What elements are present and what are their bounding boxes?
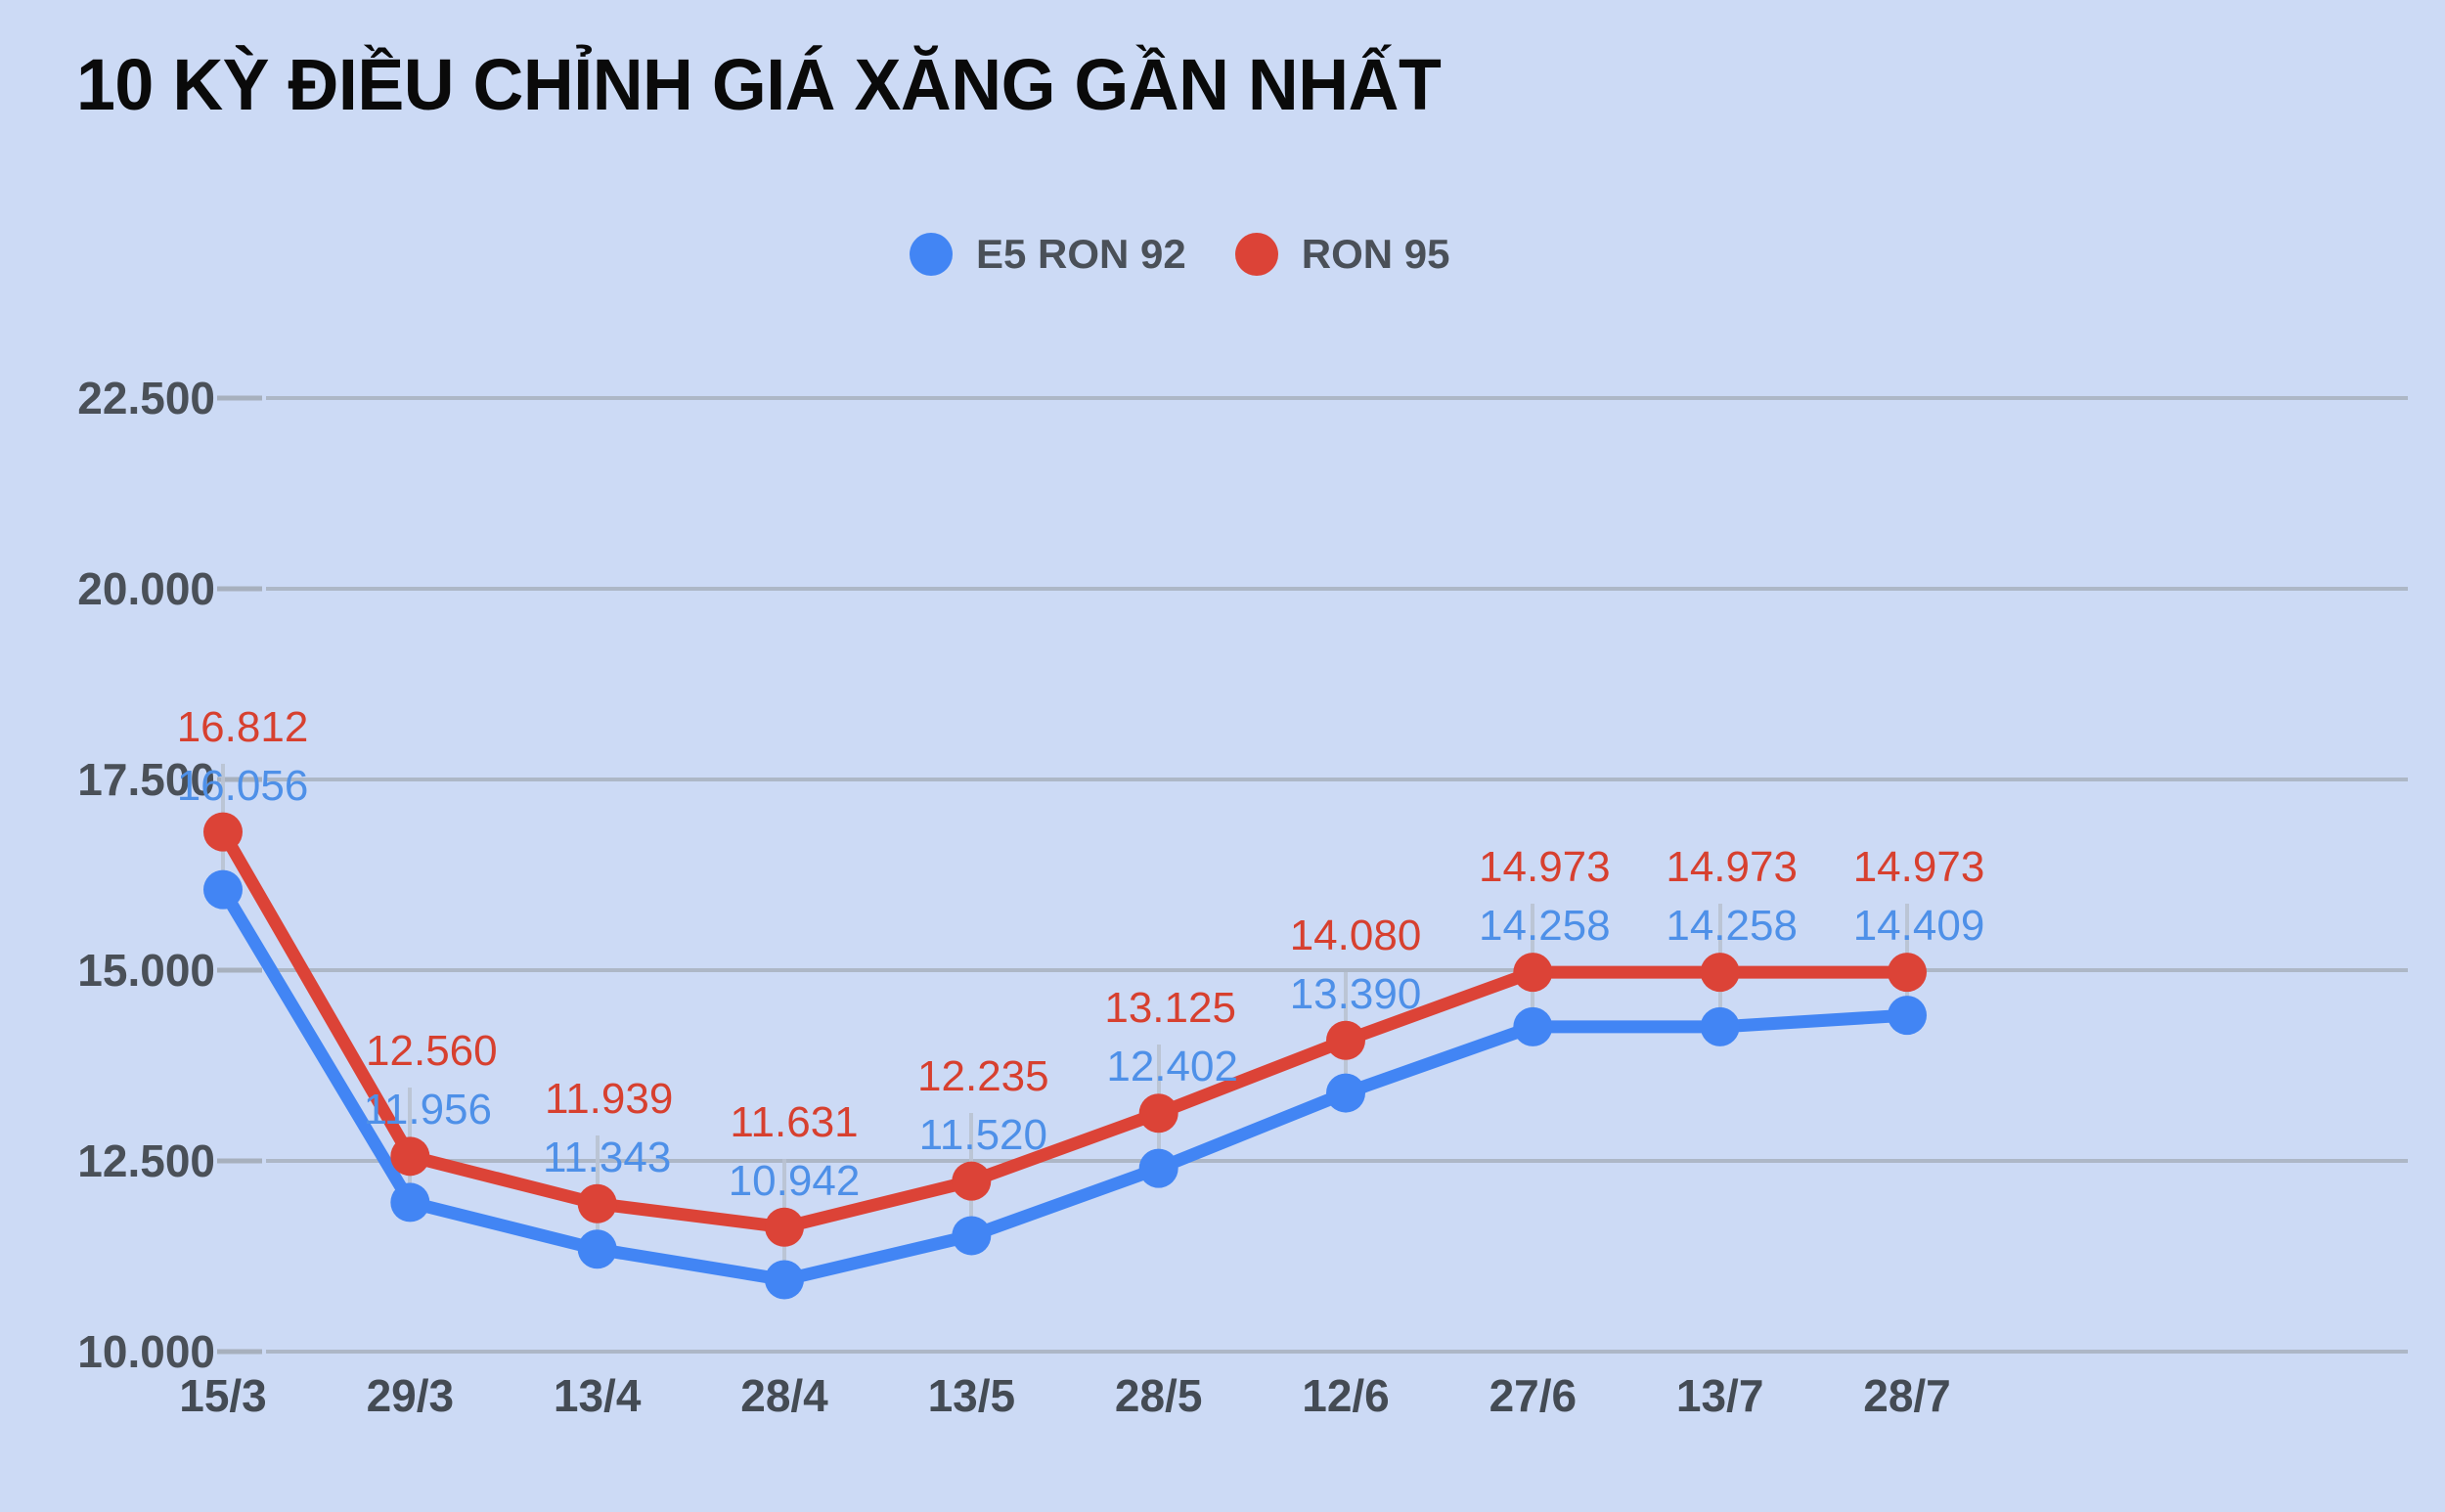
series-line-e5-ron-92 <box>216 883 1914 1287</box>
data-label-e5-ron-92: 11.520 <box>918 1110 1047 1159</box>
y-axis-tick-label: 10.000 <box>77 1326 215 1377</box>
y-axis-tick-label: 12.500 <box>77 1135 215 1186</box>
data-label-ron-95: 14.973 <box>1666 843 1798 892</box>
y-axis-tick-label: 20.000 <box>77 563 215 614</box>
data-point-marker[interactable] <box>952 1161 992 1201</box>
data-point-marker[interactable] <box>577 1183 617 1223</box>
x-axis-tick-label: 29/3 <box>366 1370 455 1421</box>
chart-legend: E5 RON 92 RON 95 <box>910 223 1449 286</box>
y-axis-tick-label: 22.500 <box>77 373 215 423</box>
data-point-marker[interactable] <box>203 869 243 910</box>
page-title: 10 KỲ ĐIỀU CHỈNH GIÁ XĂNG GẦN NHẤT <box>76 44 1442 125</box>
legend-label-ron-95: RON 95 <box>1301 231 1450 277</box>
data-label-e5-ron-92: 14.258 <box>1666 902 1798 951</box>
data-label-e5-ron-92: 13.390 <box>1289 969 1422 1018</box>
data-point-marker[interactable] <box>1326 1020 1365 1060</box>
legend-item-e5-ron-92[interactable]: E5 RON 92 <box>910 231 1186 278</box>
data-point-marker[interactable] <box>765 1207 804 1247</box>
legend-label-e5-ron-92: E5 RON 92 <box>976 231 1186 277</box>
y-axis-tick-mark <box>217 586 262 592</box>
data-label-ron-95: 12.560 <box>366 1027 498 1076</box>
data-label-ron-95: 14.080 <box>1289 911 1422 959</box>
data-point-marker[interactable] <box>390 1182 430 1223</box>
legend-dot-blue-icon <box>910 233 953 276</box>
gridline <box>266 778 2408 781</box>
x-axis-tick-label: 12/6 <box>1302 1370 1390 1421</box>
data-point-marker[interactable] <box>1513 1006 1553 1046</box>
gridline <box>266 587 2408 591</box>
data-label-ron-95: 12.235 <box>917 1051 1049 1100</box>
data-label-e5-ron-92: 16.056 <box>176 761 309 810</box>
y-axis-tick-label: 17.500 <box>77 754 215 805</box>
data-label-e5-ron-92: 11.956 <box>363 1086 492 1134</box>
data-label-ron-95: 11.939 <box>545 1074 674 1123</box>
x-axis-tick-label: 15/3 <box>179 1370 267 1421</box>
data-label-e5-ron-92: 11.343 <box>543 1133 672 1181</box>
legend-dot-red-icon <box>1234 233 1278 276</box>
x-axis-tick-label: 28/7 <box>1863 1370 1951 1421</box>
y-axis-tick-label: 15.000 <box>77 945 215 996</box>
gridline <box>266 1159 2408 1163</box>
x-axis-tick-label: 28/4 <box>740 1370 828 1421</box>
gridline <box>266 396 2408 400</box>
data-point-marker[interactable] <box>1326 1073 1365 1113</box>
y-axis-tick-mark <box>217 967 262 973</box>
data-label-ron-95: 14.973 <box>1852 843 1985 892</box>
data-point-marker[interactable] <box>577 1229 617 1269</box>
y-axis-tick-mark <box>217 395 262 401</box>
y-axis-tick-mark <box>217 1349 262 1355</box>
x-axis-tick-label: 27/6 <box>1489 1370 1578 1421</box>
data-point-marker[interactable] <box>1700 1006 1740 1046</box>
data-label-ron-95: 11.631 <box>730 1097 859 1146</box>
data-point-marker[interactable] <box>952 1216 992 1256</box>
data-point-marker[interactable] <box>1138 1093 1178 1134</box>
data-point-marker[interactable] <box>765 1260 804 1300</box>
data-point-marker[interactable] <box>1888 953 1927 993</box>
data-label-ron-95: 13.125 <box>1104 984 1236 1033</box>
x-axis-tick-label: 13/7 <box>1675 1370 1764 1421</box>
data-point-marker[interactable] <box>1700 953 1740 993</box>
data-label-e5-ron-92: 12.402 <box>1106 1043 1238 1091</box>
legend-item-ron-95[interactable]: RON 95 <box>1234 231 1450 278</box>
data-point-marker[interactable] <box>390 1136 430 1177</box>
series-line-ron-95 <box>216 825 1914 1234</box>
x-axis-tick-label: 13/5 <box>927 1370 1016 1421</box>
x-axis-tick-label: 13/4 <box>553 1370 642 1421</box>
data-point-marker[interactable] <box>1513 953 1553 993</box>
gridline <box>266 1350 2408 1354</box>
gridline <box>266 968 2408 972</box>
data-label-e5-ron-92: 10.942 <box>728 1156 861 1205</box>
data-point-marker[interactable] <box>203 812 243 852</box>
y-axis-tick-mark <box>217 1158 262 1164</box>
data-point-marker[interactable] <box>1888 996 1927 1036</box>
data-label-e5-ron-92: 14.409 <box>1852 902 1985 951</box>
data-point-marker[interactable] <box>1138 1148 1178 1188</box>
data-label-ron-95: 16.812 <box>176 702 309 751</box>
data-label-ron-95: 14.973 <box>1479 843 1611 892</box>
y-axis-tick-mark <box>217 777 262 782</box>
data-label-e5-ron-92: 14.258 <box>1479 902 1611 951</box>
x-axis-tick-label: 28/5 <box>1114 1370 1203 1421</box>
